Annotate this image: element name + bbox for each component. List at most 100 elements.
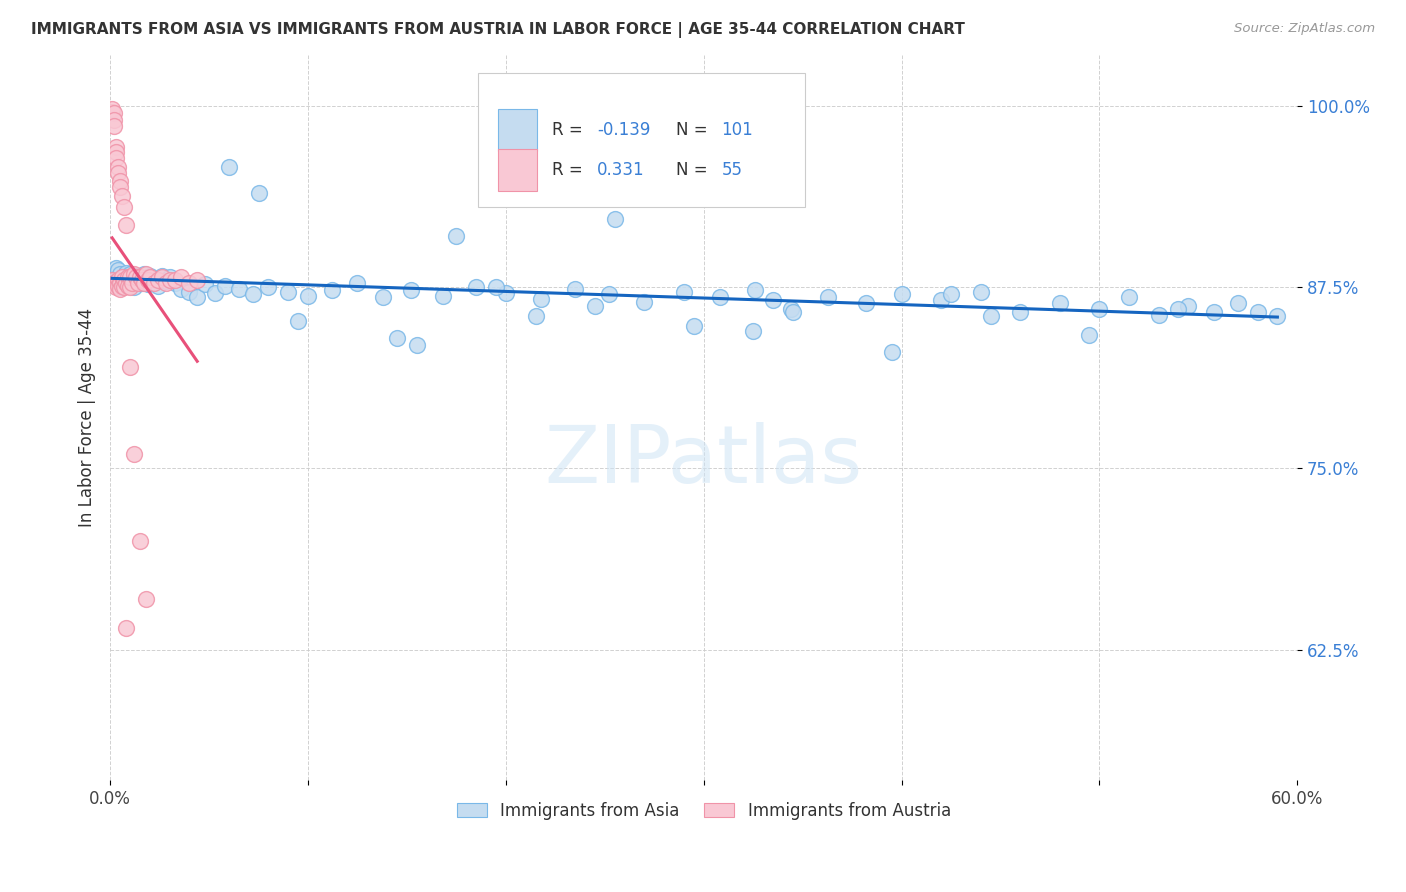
Point <box>135 592 157 607</box>
Point <box>142 273 165 287</box>
Point <box>1226 296 1249 310</box>
Point <box>136 273 159 287</box>
Point <box>115 218 138 232</box>
Point <box>242 287 264 301</box>
Point <box>633 294 655 309</box>
Point <box>186 273 208 287</box>
Point <box>247 186 270 200</box>
Point <box>564 282 586 296</box>
Point <box>890 287 912 301</box>
Point <box>117 278 139 293</box>
Point <box>105 261 128 276</box>
Point <box>779 301 801 316</box>
Point <box>107 278 129 293</box>
Point <box>287 313 309 327</box>
Point <box>138 270 160 285</box>
Point <box>103 266 125 280</box>
Point <box>103 113 125 128</box>
Point <box>204 285 226 300</box>
Point <box>111 270 134 285</box>
Text: R =: R = <box>551 161 588 178</box>
Point <box>465 280 488 294</box>
Point <box>297 289 319 303</box>
Point <box>150 270 173 285</box>
Point <box>108 280 131 294</box>
Point <box>598 287 620 301</box>
Point <box>112 273 135 287</box>
Point <box>112 280 135 294</box>
Point <box>107 273 129 287</box>
Text: 0.331: 0.331 <box>596 161 644 178</box>
Point <box>744 283 766 297</box>
Point <box>399 283 422 297</box>
Point <box>115 276 138 290</box>
Point <box>118 280 141 294</box>
Point <box>127 276 149 290</box>
Point <box>105 145 128 160</box>
Point <box>969 285 991 299</box>
Point <box>179 276 201 290</box>
Point <box>118 274 141 288</box>
Point <box>112 201 135 215</box>
Point <box>159 270 181 285</box>
Point <box>1177 299 1199 313</box>
Point <box>112 268 135 283</box>
Text: N =: N = <box>676 161 713 178</box>
Point <box>108 180 131 194</box>
Point <box>101 102 124 116</box>
Point <box>709 290 731 304</box>
Point <box>146 278 169 293</box>
Text: 101: 101 <box>721 121 754 139</box>
Point <box>103 276 125 290</box>
Bar <box>498 109 537 152</box>
Point <box>817 290 839 304</box>
Point <box>170 282 193 296</box>
Point <box>524 309 547 323</box>
Point <box>485 280 508 294</box>
Text: 55: 55 <box>721 161 742 178</box>
Point <box>1049 296 1071 310</box>
Point <box>131 276 153 290</box>
Point <box>121 270 143 285</box>
Point <box>117 270 139 285</box>
Point <box>115 274 138 288</box>
Point <box>112 273 135 287</box>
Point <box>107 166 129 180</box>
Point <box>214 278 236 293</box>
Point <box>155 274 177 288</box>
FancyBboxPatch shape <box>478 73 804 208</box>
Point <box>118 267 141 281</box>
Point <box>446 229 468 244</box>
Point <box>125 268 148 283</box>
Point <box>530 292 553 306</box>
Point <box>103 119 125 133</box>
Point <box>117 278 139 293</box>
Point <box>186 290 208 304</box>
Point <box>118 359 141 374</box>
Point <box>1246 305 1268 319</box>
Point <box>108 267 131 281</box>
Point <box>929 293 952 308</box>
Point <box>105 267 128 281</box>
Point <box>103 276 125 290</box>
Point <box>257 280 280 294</box>
Text: Source: ZipAtlas.com: Source: ZipAtlas.com <box>1234 22 1375 36</box>
Point <box>108 282 131 296</box>
Text: R =: R = <box>551 121 588 139</box>
Point <box>146 273 169 287</box>
Point <box>121 277 143 292</box>
Legend: Immigrants from Asia, Immigrants from Austria: Immigrants from Asia, Immigrants from Au… <box>450 795 957 826</box>
Point <box>980 309 1002 323</box>
Point <box>105 151 128 165</box>
Point <box>127 274 149 288</box>
Point <box>432 289 454 303</box>
Point <box>107 262 129 277</box>
Text: N =: N = <box>676 121 713 139</box>
Point <box>107 160 129 174</box>
Point <box>105 274 128 288</box>
Bar <box>498 148 537 191</box>
Point <box>1267 309 1289 323</box>
Point <box>218 160 240 174</box>
Point <box>125 270 148 285</box>
Point <box>107 278 129 293</box>
